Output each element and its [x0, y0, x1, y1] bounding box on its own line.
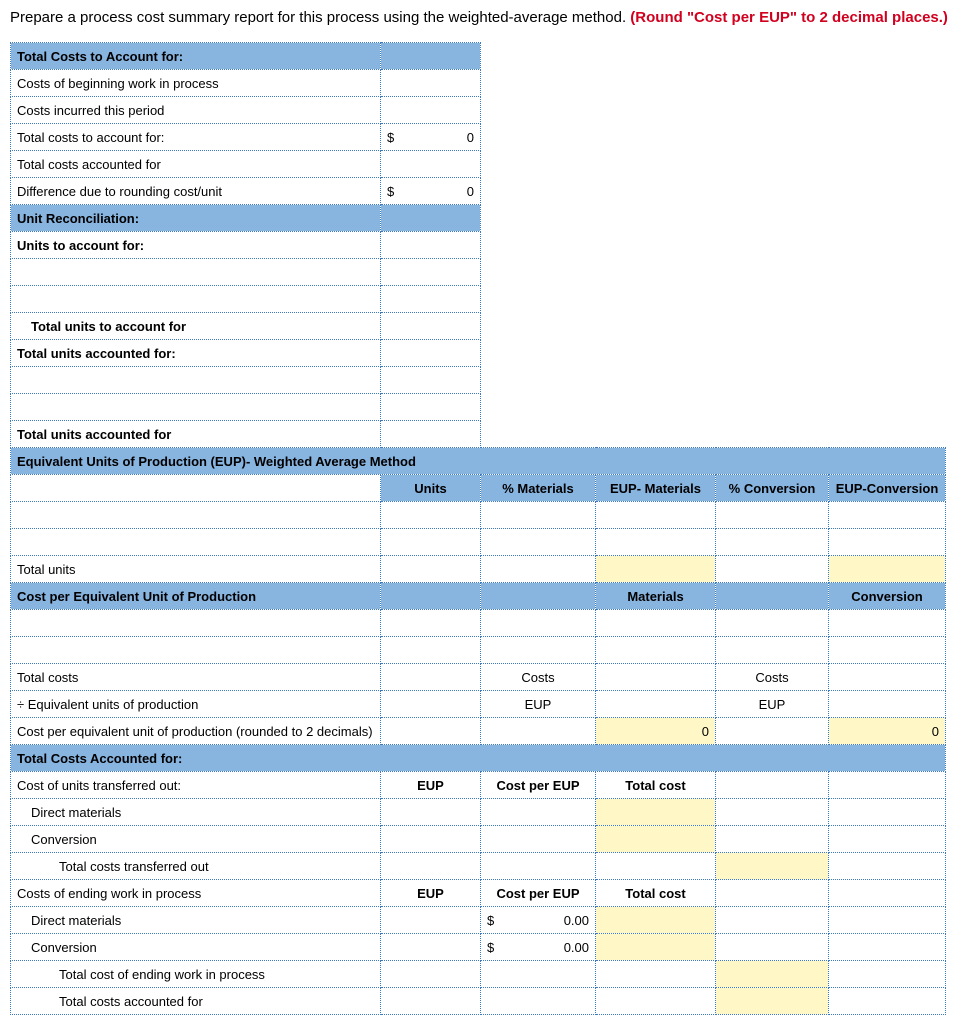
blank-row[interactable] — [11, 259, 381, 286]
row-conv-out: Conversion — [11, 826, 381, 853]
col-conversion: Conversion — [829, 583, 946, 610]
cost-per-eup-header: Cost per Equivalent Unit of Production — [11, 583, 381, 610]
row-total-costs-accounted[interactable]: Total costs accounted for — [11, 151, 381, 178]
unit-recon-header: Unit Reconciliation: — [11, 205, 381, 232]
row-costs-beg-wip[interactable]: Costs of beginning work in process — [11, 70, 381, 97]
row-total-costs: Total costs — [11, 664, 381, 691]
row-total-units-accounted-hdr: Total units accounted for: — [11, 340, 381, 367]
col-units: Units — [381, 475, 481, 502]
units-account-header: Units to account for: — [11, 232, 381, 259]
instruction-text: Prepare a process cost summary report fo… — [10, 8, 948, 28]
blank-row[interactable] — [11, 367, 381, 394]
row-cost-units-out: Cost of units transferred out: — [11, 772, 381, 799]
row-total-units: Total units — [11, 556, 381, 583]
blank-row[interactable] — [11, 394, 381, 421]
row-div-eup: ÷ Equivalent units of production — [11, 691, 381, 718]
row-dm-out: Direct materials — [11, 799, 381, 826]
eup-header: Equivalent Units of Production (EUP)- We… — [11, 448, 946, 475]
row-dm-ewip: Direct materials — [11, 907, 381, 934]
col-eup-mat: EUP- Materials — [596, 475, 716, 502]
col-pct-mat: % Materials — [481, 475, 596, 502]
total-costs-acct-header: Total Costs Accounted for: — [11, 745, 946, 772]
blank-row[interactable] — [11, 286, 381, 313]
row-total-ewip: Total cost of ending work in process — [11, 961, 381, 988]
row-total-costs-account: Total costs to account for: — [11, 124, 381, 151]
process-cost-table: Total Costs to Account for: Costs of beg… — [10, 42, 946, 1015]
row-costs-incurred[interactable]: Costs incurred this period — [11, 97, 381, 124]
total-costs-header: Total Costs to Account for: — [11, 43, 381, 70]
row-total-units-accounted: Total units accounted for — [11, 421, 381, 448]
row-cpeu-rounded: Cost per equivalent unit of production (… — [11, 718, 381, 745]
row-total-units-account: Total units to account for — [11, 313, 381, 340]
col-materials: Materials — [596, 583, 716, 610]
col-eup-conv: EUP-Conversion — [829, 475, 946, 502]
row-diff-rounding: Difference due to rounding cost/unit — [11, 178, 381, 205]
row-total-costs-acct: Total costs accounted for — [11, 988, 381, 1015]
col-pct-conv: % Conversion — [716, 475, 829, 502]
row-conv-ewip: Conversion — [11, 934, 381, 961]
row-costs-ending-wip: Costs of ending work in process — [11, 880, 381, 907]
row-total-transferred: Total costs transferred out — [11, 853, 381, 880]
